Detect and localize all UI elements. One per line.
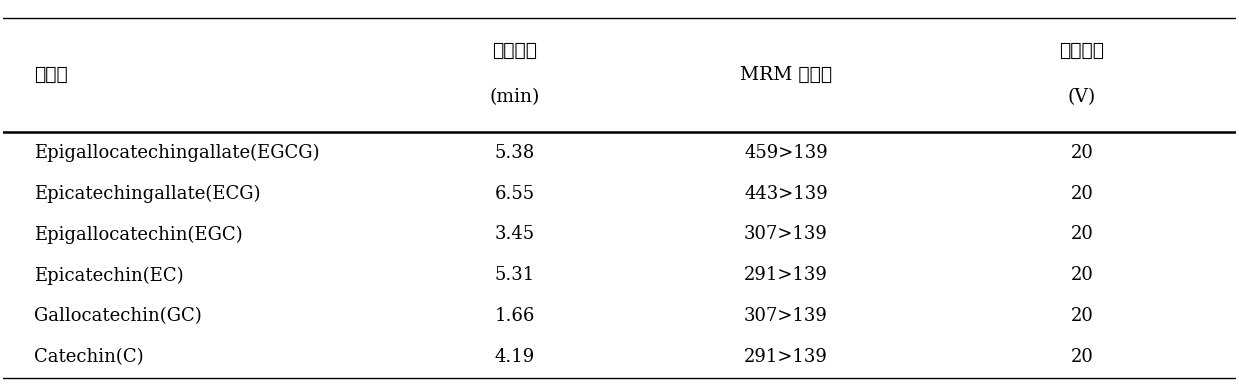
- Text: 代谢物: 代谢物: [33, 66, 67, 84]
- Text: 碎裂电压: 碎裂电压: [1059, 42, 1104, 60]
- Text: 291>139: 291>139: [745, 348, 828, 366]
- Text: 3.45: 3.45: [494, 225, 535, 243]
- Text: 20: 20: [1070, 144, 1094, 162]
- Text: Epigallocatechingallate(EGCG): Epigallocatechingallate(EGCG): [33, 143, 320, 162]
- Text: Epicatechingallate(ECG): Epicatechingallate(ECG): [33, 185, 260, 203]
- Text: Gallocatechin(GC): Gallocatechin(GC): [33, 307, 202, 325]
- Text: 1.66: 1.66: [494, 307, 535, 325]
- Text: 20: 20: [1070, 307, 1094, 325]
- Text: Epigallocatechin(EGC): Epigallocatechin(EGC): [33, 225, 243, 243]
- Text: 443>139: 443>139: [745, 185, 828, 203]
- Text: MRM 离子对: MRM 离子对: [740, 66, 833, 84]
- Text: 5.31: 5.31: [494, 267, 535, 284]
- Text: 20: 20: [1070, 225, 1094, 243]
- Text: 4.19: 4.19: [494, 348, 535, 366]
- Text: 307>139: 307>139: [745, 225, 828, 243]
- Text: (min): (min): [489, 89, 540, 107]
- Text: 5.38: 5.38: [494, 144, 535, 162]
- Text: (V): (V): [1068, 89, 1097, 107]
- Text: 6.55: 6.55: [494, 185, 535, 203]
- Text: Epicatechin(EC): Epicatechin(EC): [33, 266, 183, 285]
- Text: 20: 20: [1070, 267, 1094, 284]
- Text: 291>139: 291>139: [745, 267, 828, 284]
- Text: 保留时间: 保留时间: [492, 42, 538, 60]
- Text: 20: 20: [1070, 348, 1094, 366]
- Text: Catechin(C): Catechin(C): [33, 348, 144, 366]
- Text: 20: 20: [1070, 185, 1094, 203]
- Text: 307>139: 307>139: [745, 307, 828, 325]
- Text: 459>139: 459>139: [745, 144, 828, 162]
